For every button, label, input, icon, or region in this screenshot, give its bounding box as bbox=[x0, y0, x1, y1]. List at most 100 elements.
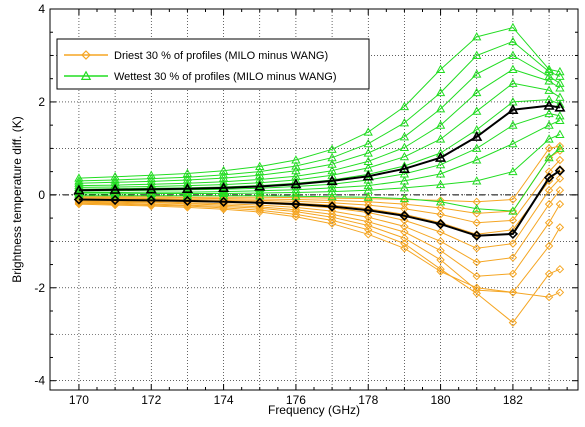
wet-profile-point bbox=[508, 36, 518, 46]
wet-profile-point bbox=[327, 170, 337, 179]
dry-profile-point bbox=[183, 200, 192, 210]
wet-profile-point bbox=[327, 152, 337, 162]
wet-profile-point bbox=[399, 131, 410, 141]
wet-profile-point bbox=[399, 151, 410, 161]
wet-mean-point bbox=[362, 170, 374, 181]
dry-profile-point bbox=[436, 210, 445, 219]
wet-profile-point bbox=[544, 85, 554, 94]
wet-profile-point bbox=[182, 168, 193, 178]
dry-profile-point bbox=[291, 207, 301, 216]
dry-profile-point bbox=[555, 223, 565, 232]
dry-profile-point bbox=[364, 212, 373, 222]
dry-mean-point bbox=[471, 230, 482, 241]
wet-profile-point bbox=[544, 64, 554, 73]
dry-profile-line bbox=[78, 150, 561, 214]
wet-profile-point bbox=[363, 148, 373, 157]
dry-profile-point bbox=[183, 201, 192, 211]
legend-item-driest: Driest 30 % of profiles (MILO minus WANG… bbox=[64, 50, 328, 62]
dry-profile-point bbox=[327, 210, 337, 219]
dry-profile-point bbox=[400, 244, 409, 253]
wet-profile-point bbox=[544, 152, 554, 162]
wet-profile-point bbox=[399, 193, 410, 203]
wet-profile-point bbox=[435, 120, 446, 129]
wet-mean-point bbox=[218, 182, 230, 193]
wet-profile-line bbox=[78, 113, 561, 192]
y-tick-label: -4 bbox=[34, 374, 45, 388]
wet-profile-point bbox=[435, 196, 446, 206]
wet-profile-point bbox=[218, 165, 229, 175]
legend-item-wettest: Wettest 30 % of profiles (MILO minus WAN… bbox=[64, 70, 337, 83]
wet-profile-point bbox=[472, 106, 482, 115]
dry-profile-point bbox=[508, 195, 518, 204]
dry-profile-point bbox=[544, 199, 554, 209]
dry-profile-point bbox=[555, 141, 565, 151]
wet-profile-line bbox=[78, 68, 561, 187]
wet-profile-point bbox=[363, 192, 373, 201]
wet-profile-point bbox=[472, 176, 482, 185]
wet-profile-point bbox=[544, 108, 554, 118]
wet-profile-point bbox=[74, 176, 84, 185]
wet-profile-point bbox=[110, 180, 120, 189]
wet-mean-point bbox=[435, 151, 447, 162]
wet-profile-point bbox=[508, 78, 518, 87]
mean-lines bbox=[73, 99, 566, 241]
dry-mean-point bbox=[218, 196, 229, 207]
dry-profile-point bbox=[555, 155, 565, 165]
wet-profile-point bbox=[399, 118, 410, 127]
dry-profile-line bbox=[78, 145, 561, 203]
wet-profile-point bbox=[555, 66, 565, 76]
x-tick-label: 174 bbox=[214, 393, 234, 407]
dry-profile-point bbox=[472, 283, 481, 292]
wet-profile-point bbox=[327, 144, 337, 153]
wet-mean-point bbox=[290, 178, 302, 189]
wet-profile-point bbox=[472, 69, 482, 78]
wet-profile-point bbox=[399, 176, 410, 185]
dry-profile-point bbox=[544, 269, 554, 279]
x-tick-label: 172 bbox=[141, 393, 161, 407]
wet-profile-point bbox=[255, 188, 265, 197]
wet-profile-point bbox=[555, 71, 565, 80]
wet-profile-point bbox=[472, 87, 482, 97]
wet-profile-point bbox=[544, 76, 554, 85]
y-axis-label: Brightness temperature diff. (K) bbox=[10, 116, 24, 283]
wet-mean-point bbox=[398, 162, 410, 173]
wet-profile-point bbox=[327, 191, 337, 201]
dry-profile-point bbox=[110, 199, 120, 209]
wet-profile-point bbox=[291, 187, 301, 197]
dry-profile-point bbox=[544, 185, 554, 195]
wet-profile-point bbox=[472, 32, 482, 41]
wet-profile-point bbox=[544, 66, 554, 76]
dry-profile-point bbox=[74, 199, 84, 209]
dry-mean-point bbox=[182, 195, 193, 207]
wet-profile-point bbox=[218, 170, 229, 179]
wet-mean-point bbox=[254, 180, 266, 191]
y-tick-label: -2 bbox=[34, 281, 45, 295]
wet-profile-point bbox=[399, 169, 410, 178]
wet-profile-point bbox=[74, 173, 84, 182]
dry-mean-point bbox=[399, 210, 410, 221]
wet-mean-point bbox=[109, 183, 121, 194]
dry-profile-point bbox=[555, 264, 565, 274]
wet-profile-point bbox=[435, 148, 446, 157]
legend-box bbox=[56, 38, 370, 90]
wet-mean-point bbox=[73, 184, 85, 195]
dry-profile-point bbox=[255, 207, 264, 217]
wet-profile-point bbox=[363, 156, 373, 165]
wet-profile-point bbox=[508, 22, 518, 32]
wet-profile-point bbox=[363, 127, 373, 136]
wet-profile-point bbox=[291, 165, 301, 175]
wet-profile-line bbox=[78, 120, 561, 193]
wet-profile-point bbox=[555, 129, 565, 138]
dry-profile-point bbox=[400, 233, 409, 243]
dry-profile-point bbox=[291, 212, 301, 221]
y-tick-label: 4 bbox=[38, 2, 45, 16]
x-tick-label: 178 bbox=[358, 393, 378, 407]
dry-profile-point bbox=[544, 167, 554, 176]
dry-profile-point bbox=[400, 216, 409, 225]
wet-profile-point bbox=[508, 206, 518, 215]
wet-profile-point bbox=[146, 179, 156, 188]
dry-profile-point bbox=[327, 219, 337, 228]
dry-profile-point bbox=[508, 269, 518, 279]
